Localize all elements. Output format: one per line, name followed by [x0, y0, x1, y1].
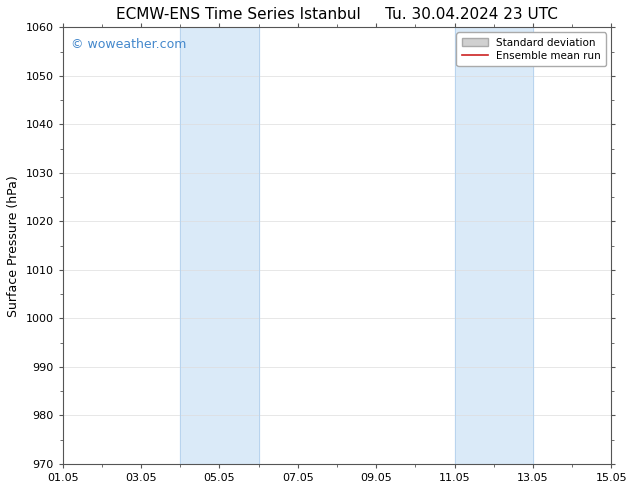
Text: © woweather.com: © woweather.com — [71, 38, 186, 51]
Y-axis label: Surface Pressure (hPa): Surface Pressure (hPa) — [7, 175, 20, 317]
Legend: Standard deviation, Ensemble mean run: Standard deviation, Ensemble mean run — [456, 32, 606, 66]
Bar — [180, 27, 259, 464]
Bar — [455, 27, 533, 464]
Title: ECMW-ENS Time Series Istanbul     Tu. 30.04.2024 23 UTC: ECMW-ENS Time Series Istanbul Tu. 30.04.… — [116, 7, 558, 22]
